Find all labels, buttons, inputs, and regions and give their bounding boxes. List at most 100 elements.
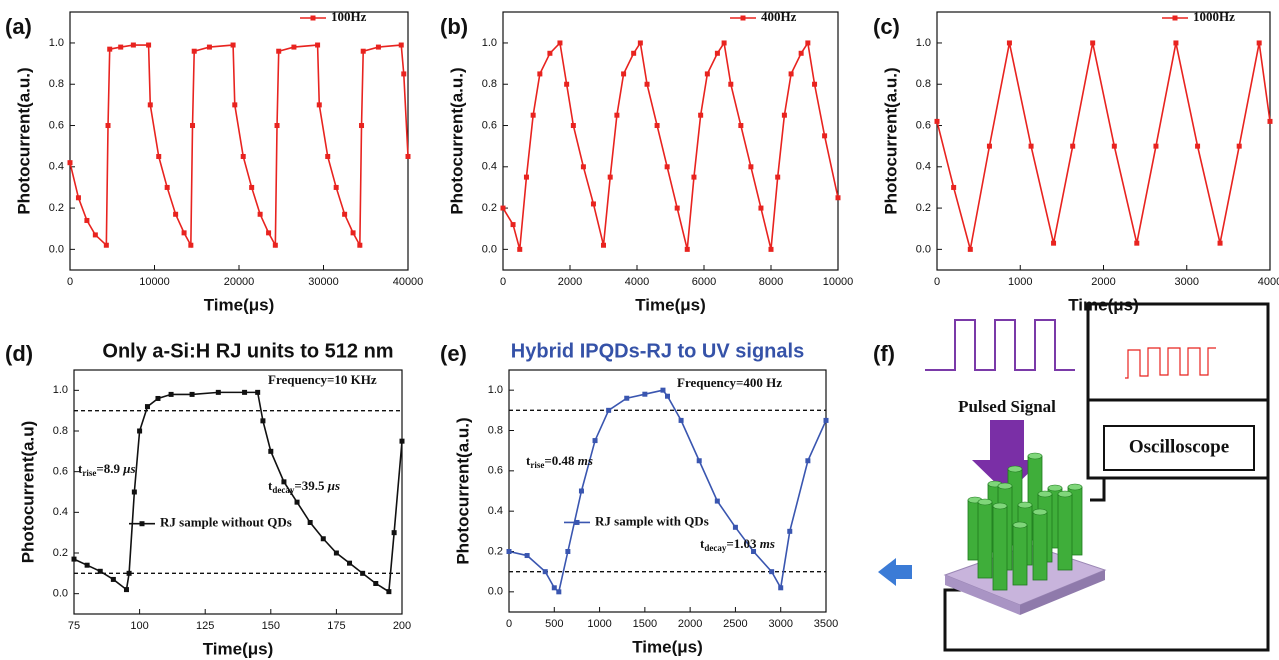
nanowire-top bbox=[1007, 465, 1023, 473]
x-tick-label: 100 bbox=[130, 620, 148, 632]
data-point bbox=[1111, 143, 1117, 149]
y-tick-label: 0.2 bbox=[49, 202, 64, 214]
data-point bbox=[704, 71, 710, 77]
x-axis-label: Time(μs) bbox=[1068, 295, 1139, 314]
data-point bbox=[523, 174, 529, 180]
legend-marker bbox=[574, 519, 580, 525]
data-point bbox=[386, 589, 392, 595]
data-point bbox=[92, 232, 98, 238]
x-tick-label: 75 bbox=[68, 620, 80, 632]
data-point bbox=[951, 184, 957, 190]
data-point bbox=[510, 222, 516, 228]
data-point bbox=[373, 581, 379, 586]
data-point bbox=[1006, 40, 1012, 46]
data-point bbox=[1153, 143, 1159, 149]
data-point bbox=[768, 246, 774, 252]
data-point bbox=[758, 205, 764, 211]
data-point bbox=[601, 242, 606, 248]
y-tick-label: 0.8 bbox=[482, 78, 497, 90]
data-point bbox=[75, 195, 81, 201]
annotation: Frequency=400 Hz bbox=[677, 375, 782, 390]
data-point bbox=[131, 489, 137, 495]
annotation-t: t bbox=[526, 453, 531, 468]
data-point bbox=[590, 201, 596, 207]
data-point bbox=[728, 81, 734, 87]
substrate-side bbox=[945, 575, 1020, 615]
series-line bbox=[502, 40, 839, 250]
annotation: tdecay=39.5 μs bbox=[268, 478, 340, 495]
series-line bbox=[508, 389, 827, 594]
data-point bbox=[506, 549, 512, 554]
data-point bbox=[257, 211, 263, 217]
data-point bbox=[347, 560, 353, 566]
data-point bbox=[391, 530, 397, 536]
legend-marker bbox=[1172, 15, 1178, 21]
y-axis-label: Photocurrent(a.u.) bbox=[453, 417, 472, 564]
data-point bbox=[537, 71, 543, 77]
x-axis-label: Time(μs) bbox=[203, 639, 274, 658]
annotation-t: t bbox=[78, 461, 83, 476]
x-tick-label: 200 bbox=[393, 620, 411, 632]
y-tick-label: 0.4 bbox=[53, 506, 68, 518]
scope-screen bbox=[1086, 302, 1270, 402]
x-tick-label: 30000 bbox=[308, 276, 339, 288]
data-point bbox=[1267, 118, 1273, 124]
data-point bbox=[557, 40, 563, 46]
data-point bbox=[934, 118, 940, 124]
y-tick-label: 0.6 bbox=[488, 465, 503, 477]
data-point bbox=[592, 438, 598, 444]
nanowire bbox=[1012, 524, 1028, 586]
legend-label: 1000Hz bbox=[1193, 9, 1235, 24]
data-point bbox=[631, 50, 637, 56]
data-point bbox=[805, 458, 811, 464]
substrate-side bbox=[1020, 570, 1105, 615]
data-point bbox=[398, 42, 404, 48]
plot-frame bbox=[936, 11, 1271, 271]
data-point bbox=[696, 458, 702, 464]
data-point bbox=[781, 112, 787, 118]
data-point bbox=[570, 123, 576, 129]
nanowire bbox=[977, 501, 993, 579]
y-axis-label: Photocurrent(a.u.) bbox=[881, 67, 900, 214]
diagram-f: (f) Oscilloscope Pulsed Signal bbox=[873, 302, 1270, 652]
data-point bbox=[530, 112, 536, 118]
annotation-sub: decay bbox=[272, 485, 294, 495]
x-tick-label: 40000 bbox=[393, 276, 424, 288]
data-point bbox=[551, 585, 557, 591]
y-tick-label: 0.0 bbox=[49, 243, 64, 255]
x-tick-label: 3000 bbox=[768, 618, 792, 630]
y-tick-label: 0.2 bbox=[482, 202, 497, 214]
data-point bbox=[276, 48, 282, 54]
data-point bbox=[606, 407, 612, 413]
data-point bbox=[674, 205, 680, 211]
data-point bbox=[294, 499, 300, 505]
legend-marker bbox=[139, 521, 145, 527]
x-tick-label: 0 bbox=[506, 618, 512, 630]
series-line bbox=[936, 42, 1271, 250]
data-point bbox=[405, 153, 411, 159]
data-point bbox=[360, 48, 366, 54]
data-point bbox=[146, 42, 152, 48]
annotation-unit: ms bbox=[760, 536, 775, 551]
annotation-text: Frequency=10 KHz bbox=[268, 372, 377, 387]
y-tick-label: 0.0 bbox=[488, 586, 503, 598]
y-tick-label: 0.4 bbox=[49, 161, 64, 173]
data-point bbox=[564, 81, 570, 87]
input-label: Pulsed Signal bbox=[958, 397, 1056, 416]
data-point bbox=[751, 549, 757, 554]
data-point bbox=[1173, 40, 1179, 46]
nanowire-top bbox=[1027, 452, 1043, 460]
nanowire-top bbox=[1047, 484, 1063, 492]
data-point bbox=[188, 242, 194, 248]
data-point bbox=[1236, 143, 1242, 149]
data-point bbox=[181, 230, 187, 236]
annotation-sub: rise bbox=[530, 460, 544, 470]
data-point bbox=[580, 164, 586, 170]
x-tick-label: 2500 bbox=[723, 618, 747, 630]
data-point bbox=[240, 153, 246, 159]
y-tick-label: 0.8 bbox=[488, 424, 503, 436]
data-point bbox=[123, 587, 129, 593]
data-point bbox=[798, 50, 804, 56]
x-tick-label: 0 bbox=[67, 276, 73, 288]
annotation-sub: decay bbox=[704, 543, 726, 553]
